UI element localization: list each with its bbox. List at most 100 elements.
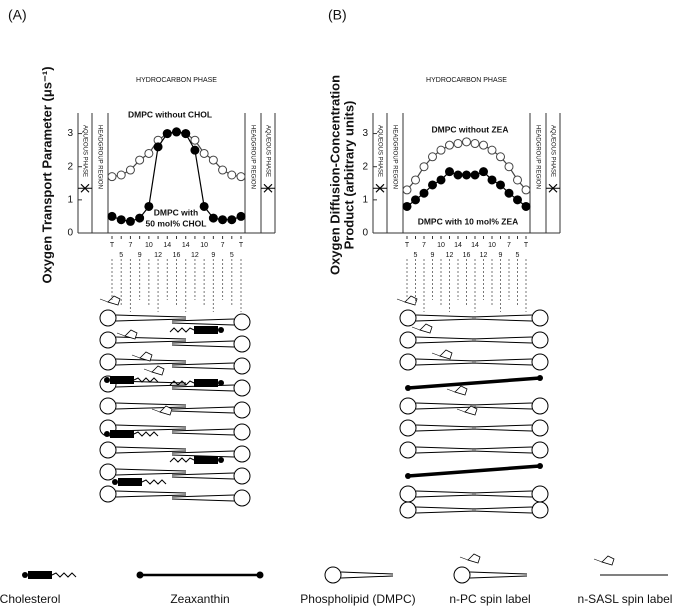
tail [471,490,533,494]
tail [115,450,187,454]
cholesterol-tail [169,327,195,333]
tail [471,336,533,340]
spin-label [439,349,453,360]
headgroup [99,353,117,371]
data-point [487,175,497,185]
data-point [402,185,412,195]
data-point [199,148,209,158]
tail [115,424,187,428]
x-tick-label: 7 [422,242,426,249]
spin-stem [116,332,126,337]
spin-stem [143,368,153,373]
cholesterol-ring [118,478,142,486]
headgroup [233,445,251,463]
tail [471,494,533,498]
legend-label: n-SASL spin label [578,592,673,606]
tail [171,498,235,502]
data-point [513,195,522,205]
x-tick-label: 10 [488,242,496,249]
cholesterol-ring [110,430,134,438]
data-point [445,167,454,177]
x-tick-label: 5 [516,252,520,259]
data-point [172,127,181,137]
data-point [208,155,218,165]
x-tick-label: 16 [173,252,181,259]
legend-label: Cholesterol [0,592,60,606]
headgroup [99,463,117,481]
tail [471,358,533,362]
x-tick-label: 9 [211,252,215,259]
data-point [445,140,454,150]
tail [171,410,235,414]
data-point [116,170,126,180]
data-point [496,180,505,190]
headgroup [99,441,117,459]
zea-end [537,375,543,381]
region-label: HYDROCARBON PHASE [426,77,507,84]
tail [171,406,235,410]
x-tick-label: 7 [128,242,132,249]
legend-label: Phospholipid (DMPC) [300,592,415,606]
data-point [504,162,514,172]
tail [471,428,533,432]
region-label: AQUEOUS PHASE [81,125,87,177]
y-tick-label: 3 [67,128,73,139]
x-tick-label: 5 [119,252,123,259]
cholesterol-head [22,572,28,578]
data-point [521,185,531,195]
headgroup [531,397,549,415]
data-point [236,172,246,182]
data-point [227,170,237,180]
tail [415,406,477,410]
x-tick-label: 5 [414,252,418,259]
tail [115,406,187,410]
tail [471,406,533,410]
spin-label [464,405,478,416]
x-tick-label: 7 [221,242,225,249]
data-point [227,215,237,225]
tail [171,318,235,322]
tail [115,318,187,322]
headgroup [399,331,417,349]
tail [471,340,533,344]
cholesterol-tail [169,380,195,386]
tail [415,490,477,494]
tail [171,362,235,366]
spin-label [151,365,165,376]
tail [471,362,533,366]
annotation: 50 mol% CHOL [146,218,207,228]
panel-label: (A) [8,7,27,23]
cholesterol-ring [110,376,134,384]
tail [415,494,477,498]
data-point [208,213,218,223]
y-axis-label: Product (arbitrary units) [341,101,356,250]
zea-end [256,571,264,579]
x-tick-label: 9 [499,252,503,259]
region-label: HEADGROUP REGION [391,125,397,189]
headgroup [453,566,471,584]
spin-stem [151,408,161,413]
cholesterol-tail [51,572,77,578]
tail [469,575,528,579]
tail [471,424,533,428]
x-tick-label: 16 [463,252,471,259]
y-tick-label: 0 [362,228,368,239]
headgroup [531,441,549,459]
tail [469,571,528,575]
y-axis-label: Oxygen Diffusion-Concentration [327,75,342,275]
tail [115,472,187,476]
region-label: HEADGROUP REGION [249,125,255,189]
spin-stem [411,326,421,331]
x-tick-label: 14 [471,242,479,249]
x-tick-label: 12 [191,252,199,259]
headgroup [399,397,417,415]
zeaxanthin [407,464,541,478]
tail [115,336,187,340]
spin-label [454,385,468,396]
headgroup [233,357,251,375]
cholesterol-head [112,479,118,485]
data-point [479,167,488,177]
spin-stem [396,298,406,303]
headgroup [233,401,251,419]
data-point [411,195,420,205]
